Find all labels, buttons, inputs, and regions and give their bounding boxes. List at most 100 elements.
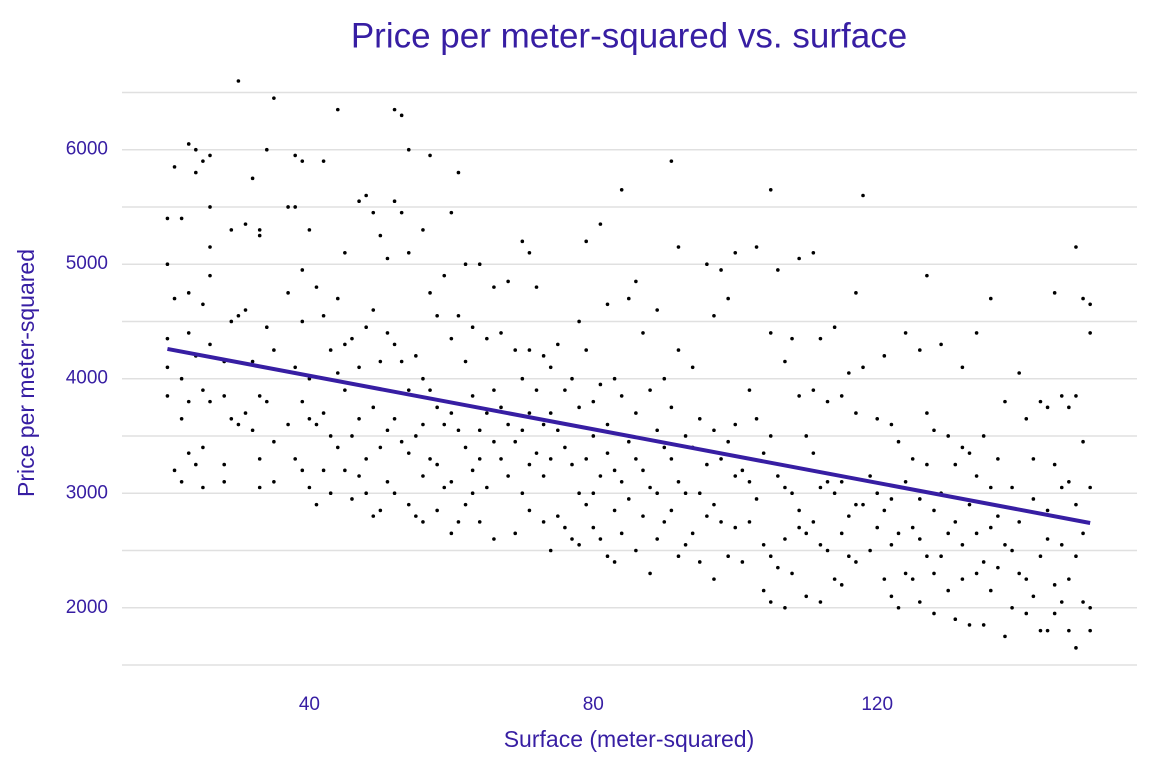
point	[293, 457, 297, 461]
point	[768, 434, 773, 438]
point	[648, 388, 652, 392]
point	[690, 365, 695, 370]
point	[470, 394, 475, 398]
point	[996, 565, 1000, 570]
point	[165, 394, 170, 398]
point	[662, 445, 667, 450]
point	[641, 331, 645, 335]
point	[428, 388, 432, 392]
point	[477, 262, 482, 267]
point	[726, 439, 730, 444]
point	[321, 159, 326, 163]
point	[513, 439, 518, 444]
point	[967, 623, 972, 627]
point	[896, 605, 901, 610]
point	[577, 542, 581, 547]
point	[783, 537, 787, 541]
point	[946, 434, 950, 438]
point	[449, 210, 454, 215]
point	[172, 296, 177, 301]
point	[683, 542, 688, 547]
point	[818, 485, 823, 490]
point	[612, 560, 617, 564]
point	[392, 107, 397, 112]
point	[683, 434, 688, 438]
point	[1059, 394, 1064, 398]
point	[208, 205, 212, 209]
point	[598, 474, 603, 478]
point	[257, 228, 262, 232]
point	[605, 554, 610, 559]
point	[406, 451, 411, 455]
point	[392, 199, 397, 204]
point	[697, 560, 702, 564]
point	[499, 331, 503, 335]
point	[477, 520, 482, 524]
point	[165, 365, 170, 370]
point	[591, 399, 596, 404]
point	[925, 462, 929, 467]
point	[1045, 537, 1050, 541]
point	[988, 588, 993, 593]
point	[1052, 583, 1057, 587]
point	[371, 514, 376, 518]
point	[896, 531, 901, 536]
point	[392, 491, 397, 496]
point	[1010, 485, 1014, 490]
point	[186, 291, 191, 295]
point	[903, 331, 908, 335]
point	[918, 600, 922, 604]
point	[371, 210, 376, 215]
point	[804, 594, 809, 599]
point	[541, 520, 546, 524]
point	[499, 457, 503, 461]
point	[605, 302, 610, 307]
point	[492, 388, 496, 392]
point	[761, 542, 766, 547]
point	[243, 308, 248, 312]
point	[988, 296, 993, 301]
point	[449, 336, 454, 341]
point	[570, 462, 574, 467]
point	[492, 537, 496, 541]
point	[1017, 571, 1021, 576]
point	[364, 193, 368, 198]
point	[761, 588, 766, 593]
point	[236, 313, 241, 318]
point	[960, 577, 965, 581]
point	[406, 147, 411, 152]
point	[236, 422, 241, 427]
point	[925, 411, 929, 415]
point	[910, 457, 915, 461]
point	[1031, 457, 1036, 461]
point	[257, 394, 262, 398]
point	[208, 153, 212, 158]
point	[768, 187, 773, 192]
point	[449, 479, 454, 484]
point	[172, 165, 177, 169]
point	[619, 394, 624, 398]
point	[612, 376, 617, 381]
point	[421, 520, 425, 524]
point	[847, 554, 851, 559]
point	[442, 273, 447, 278]
point	[257, 233, 262, 238]
point	[414, 434, 418, 438]
point	[655, 537, 659, 541]
point	[747, 520, 752, 524]
point	[889, 594, 894, 599]
point	[634, 548, 638, 553]
point	[981, 434, 986, 438]
point	[364, 457, 368, 461]
point	[839, 531, 844, 536]
point	[1031, 594, 1036, 599]
point	[364, 491, 368, 496]
point	[591, 491, 596, 496]
y-tick-label: 4000	[66, 368, 108, 389]
point	[939, 554, 943, 559]
point	[513, 531, 518, 536]
point	[513, 348, 518, 352]
point	[435, 462, 439, 467]
point	[1017, 520, 1021, 524]
point	[605, 451, 610, 455]
